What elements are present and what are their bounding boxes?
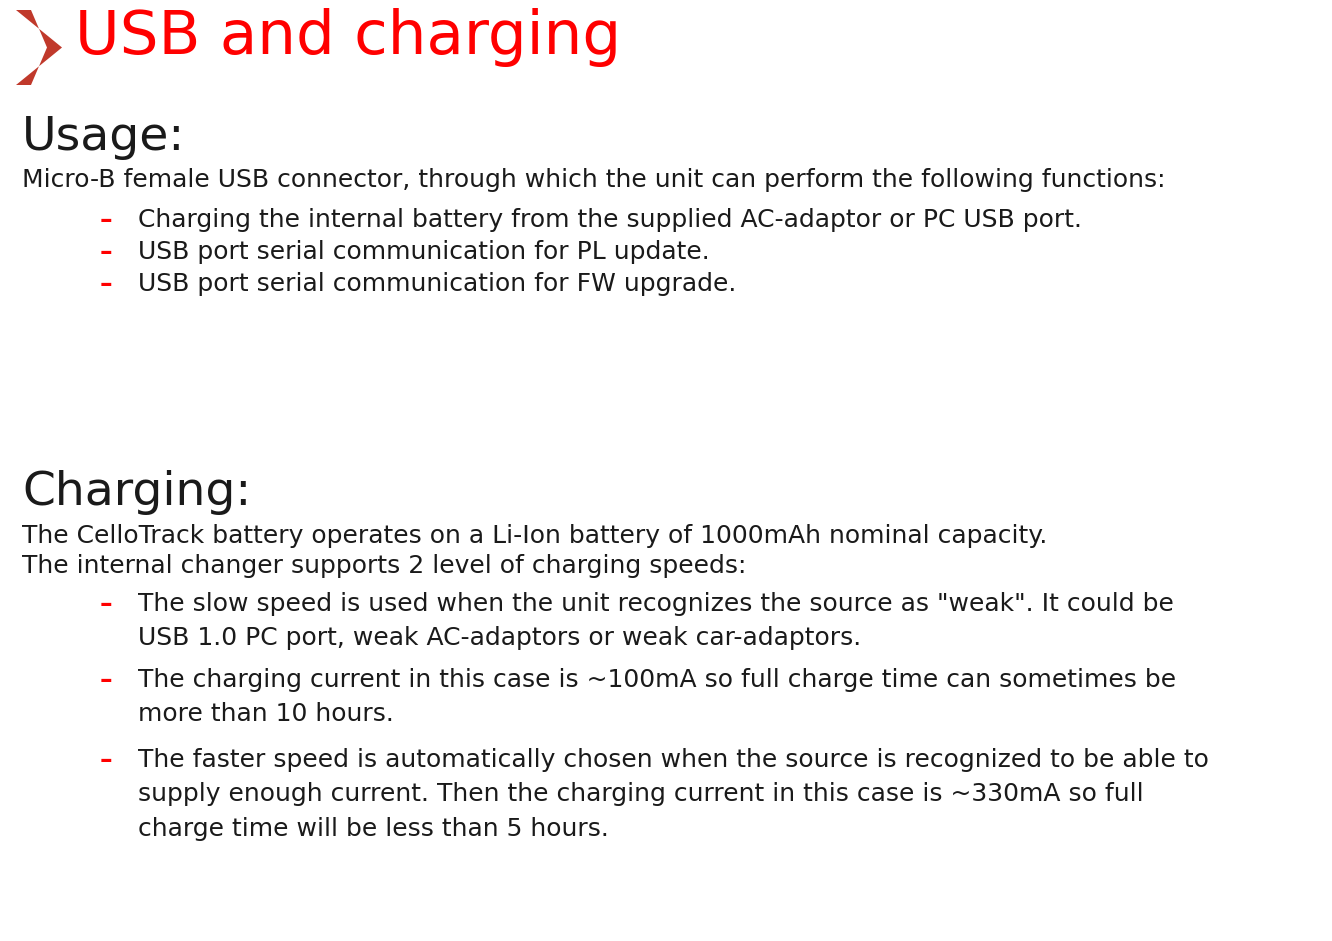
Text: USB port serial communication for FW upgrade.: USB port serial communication for FW upg… bbox=[139, 272, 737, 296]
Text: The slow speed is used when the unit recognizes the source as "weak". It could b: The slow speed is used when the unit rec… bbox=[139, 592, 1173, 650]
Text: –: – bbox=[100, 208, 113, 232]
Text: Micro-B female USB connector, through which the unit can perform the following f: Micro-B female USB connector, through wh… bbox=[23, 168, 1166, 192]
Polygon shape bbox=[16, 10, 63, 85]
Text: USB and charging: USB and charging bbox=[75, 8, 621, 67]
Text: –: – bbox=[100, 748, 113, 772]
Text: –: – bbox=[100, 240, 113, 264]
Text: –: – bbox=[100, 592, 113, 616]
Text: –: – bbox=[100, 272, 113, 296]
Text: Usage:: Usage: bbox=[23, 115, 185, 160]
Text: USB port serial communication for PL update.: USB port serial communication for PL upd… bbox=[139, 240, 710, 264]
Text: Charging:: Charging: bbox=[23, 470, 252, 515]
Text: The CelloTrack battery operates on a Li-Ion battery of 1000mAh nominal capacity.: The CelloTrack battery operates on a Li-… bbox=[23, 524, 1047, 548]
Text: The faster speed is automatically chosen when the source is recognized to be abl: The faster speed is automatically chosen… bbox=[139, 748, 1209, 841]
Text: Charging the internal battery from the supplied AC-adaptor or PC USB port.: Charging the internal battery from the s… bbox=[139, 208, 1082, 232]
Text: The charging current in this case is ~100mA so full charge time can sometimes be: The charging current in this case is ~10… bbox=[139, 668, 1176, 726]
Text: –: – bbox=[100, 668, 113, 692]
Text: The internal changer supports 2 level of charging speeds:: The internal changer supports 2 level of… bbox=[23, 554, 746, 578]
